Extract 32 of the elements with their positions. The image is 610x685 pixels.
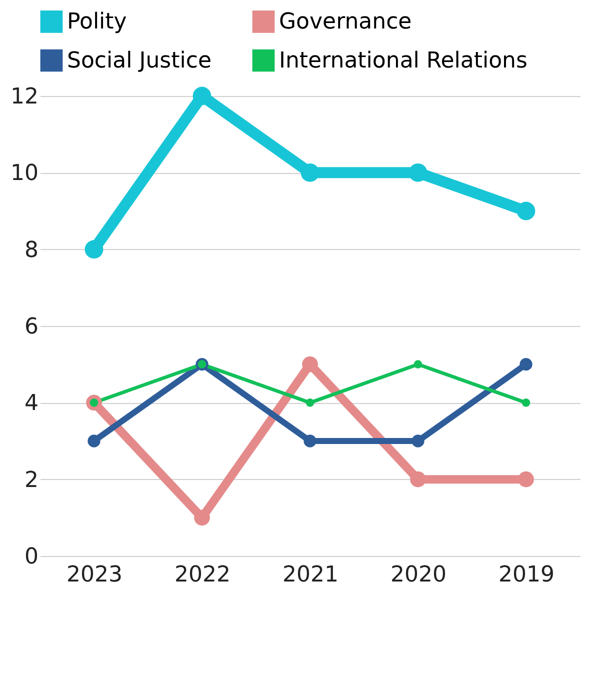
point bbox=[88, 434, 100, 448]
point bbox=[306, 398, 314, 407]
y-tick-label: 8 bbox=[24, 238, 38, 263]
y-tick-label: 10 bbox=[10, 161, 38, 186]
point bbox=[412, 434, 424, 448]
x-tick-label: 2022 bbox=[174, 562, 230, 588]
point bbox=[302, 356, 318, 372]
point bbox=[414, 360, 422, 369]
y-tick-label: 0 bbox=[24, 544, 38, 570]
legend-label: Social Justice bbox=[67, 48, 212, 74]
y-tick-label: 12 bbox=[10, 84, 38, 110]
point bbox=[410, 471, 426, 488]
x-tick-label: 2023 bbox=[66, 562, 122, 588]
x-tick-label: 2019 bbox=[498, 562, 554, 588]
point bbox=[520, 358, 532, 371]
x-tick-label: 2021 bbox=[282, 562, 338, 588]
point bbox=[194, 510, 210, 526]
legend-label: International Relations bbox=[279, 48, 528, 74]
y-tick-label: 4 bbox=[24, 391, 38, 416]
point bbox=[84, 240, 104, 259]
point bbox=[192, 86, 212, 106]
y-tick-label: 6 bbox=[24, 314, 38, 340]
legend-label: Polity bbox=[67, 10, 127, 35]
x-tick-label: 2020 bbox=[390, 562, 446, 588]
point bbox=[518, 471, 534, 488]
point bbox=[516, 202, 536, 220]
point bbox=[408, 163, 428, 182]
point bbox=[300, 163, 320, 182]
point bbox=[522, 398, 530, 407]
legend-label: Governance bbox=[279, 10, 412, 35]
y-tick-label: 2 bbox=[24, 468, 38, 493]
point bbox=[304, 434, 316, 448]
